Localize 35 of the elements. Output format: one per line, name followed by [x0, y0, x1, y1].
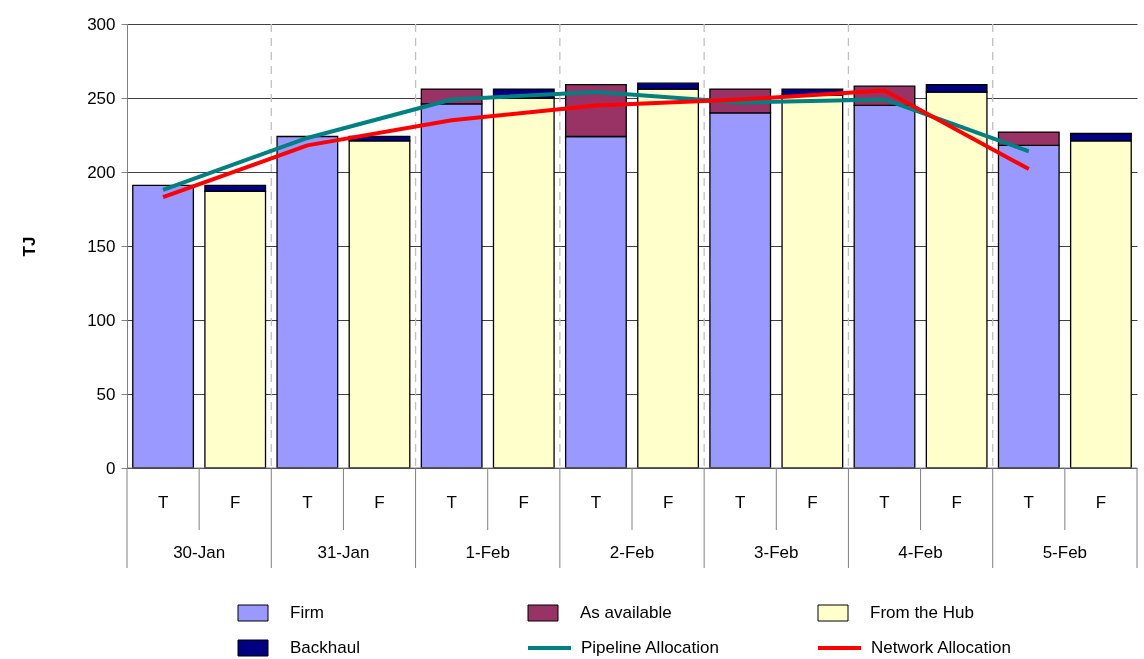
- legend-label: As available: [580, 603, 672, 622]
- y-tick-label: 50: [96, 384, 116, 404]
- y-tick-label: 0: [106, 458, 116, 478]
- text: 31-Jan: [317, 543, 370, 562]
- legend-label: Backhaul: [290, 638, 360, 657]
- legend-label: Network Allocation: [871, 638, 1011, 657]
- x-tick-label: F: [374, 493, 385, 512]
- x-tick-label: F: [518, 493, 529, 512]
- x-tick-label: T: [879, 493, 890, 512]
- text: 30-Jan: [173, 543, 226, 562]
- x-tick-label: T: [735, 493, 746, 512]
- x-tick-label: T: [590, 493, 602, 512]
- text: 4-Feb: [898, 543, 943, 562]
- y-tick-label: 150: [87, 236, 116, 256]
- x-tick-label: F: [1095, 493, 1107, 512]
- y-axis-title: TJ: [20, 236, 40, 257]
- legend-label: Firm: [290, 603, 324, 622]
- y-tick-label: 200: [87, 162, 116, 182]
- text: 5-Feb: [1042, 543, 1088, 562]
- text: 1-Feb: [465, 543, 510, 562]
- x-tick-label: T: [1023, 493, 1034, 512]
- text: 2-Feb: [609, 543, 655, 562]
- y-tick-label: 300: [87, 14, 116, 34]
- x-tick-label: F: [951, 493, 962, 512]
- x-tick-label: F: [807, 493, 818, 512]
- x-tick-label: T: [446, 493, 457, 512]
- y-tick-label: 250: [87, 88, 116, 108]
- x-tick-label: F: [230, 493, 241, 512]
- x-tick-label: T: [302, 493, 313, 512]
- y-tick-label: 100: [87, 310, 116, 330]
- x-tick-label: T: [157, 493, 169, 512]
- legend-label: From the Hub: [870, 603, 974, 622]
- x-tick-label: F: [662, 493, 674, 512]
- text: 3-Feb: [754, 543, 799, 562]
- legend-label: Pipeline Allocation: [581, 638, 719, 657]
